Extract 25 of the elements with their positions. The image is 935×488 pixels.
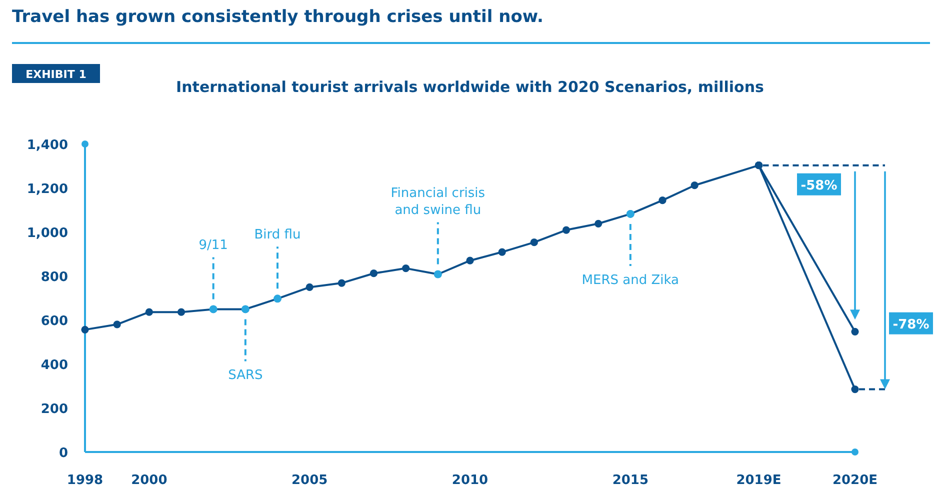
y-tick-label: 200 xyxy=(40,402,68,417)
y-tick-label: 400 xyxy=(40,358,68,373)
annotation: Financial crisis and swine flu xyxy=(390,186,486,218)
x-tick-label: 2020E xyxy=(832,473,878,488)
y-tick-label: 0 xyxy=(58,446,68,461)
y-tick-label: 1,000 xyxy=(26,226,68,241)
x-tick-label: 2015 xyxy=(612,473,649,488)
y-tick-label: 600 xyxy=(40,314,68,329)
x-tick-label: 1998 xyxy=(66,473,104,488)
text: EXHIBIT 1 xyxy=(26,68,86,81)
annotation: MERS and Zika xyxy=(582,272,680,288)
x-tick-label: 2010 xyxy=(452,473,488,488)
chart-subtitle: International tourist arrivals worldwide with 2020 Scenarios, millions xyxy=(176,78,764,96)
x-tick-label: 2000 xyxy=(131,473,168,488)
x-tick-label: 2005 xyxy=(291,473,328,488)
annotation: SARS xyxy=(228,368,263,384)
annotation: -58% xyxy=(800,178,838,194)
x-tick-label: 2019E xyxy=(736,473,782,488)
chart-title: Travel has grown consistently through crises until now. xyxy=(12,7,544,27)
y-tick-label: 800 xyxy=(40,270,68,285)
annotation: 9/11 xyxy=(198,238,228,254)
y-tick-label: 1,400 xyxy=(26,138,68,153)
annotation: Bird flu xyxy=(254,228,301,243)
y-tick-label: 1,200 xyxy=(26,182,68,197)
text: -78% xyxy=(892,317,930,332)
